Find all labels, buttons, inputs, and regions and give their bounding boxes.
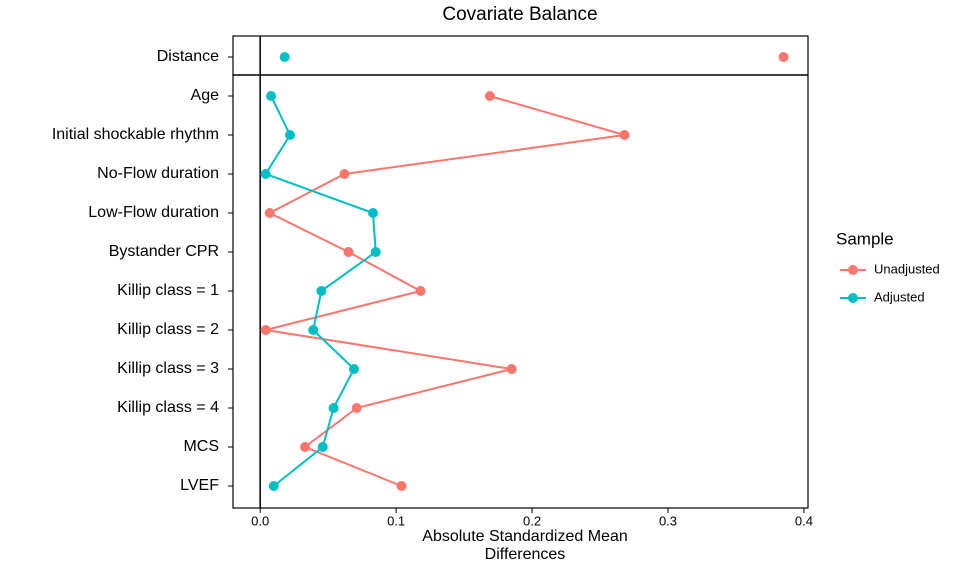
y-tick-label: Killip class = 1: [117, 282, 219, 299]
legend-label: Unadjusted: [874, 261, 940, 276]
point: [317, 442, 328, 452]
legend-marker: [848, 265, 858, 275]
y-tick-label: Killip class = 3: [117, 360, 219, 377]
point: [343, 247, 354, 257]
point: [370, 247, 381, 257]
point: [268, 481, 279, 491]
point: [619, 130, 630, 140]
point: [368, 208, 379, 218]
point: [308, 325, 319, 335]
y-tick-label: Low-Flow duration: [88, 204, 219, 221]
y-tick-label: Age: [191, 87, 220, 104]
legend-marker: [848, 293, 858, 303]
point: [300, 442, 311, 452]
point: [285, 130, 296, 140]
point: [351, 403, 362, 413]
point: [778, 52, 789, 62]
point: [506, 364, 517, 374]
point: [279, 52, 290, 62]
point: [484, 91, 495, 101]
point: [316, 286, 327, 296]
y-tick-label: Killip class = 4: [117, 399, 219, 416]
point: [339, 169, 350, 179]
point: [396, 481, 407, 491]
point: [266, 91, 277, 101]
x-tick-label: 0.1: [387, 513, 405, 528]
panel-border: [232, 35, 809, 509]
y-tick-label: Killip class = 2: [117, 321, 219, 338]
y-tick-label: MCS: [183, 438, 219, 455]
point: [260, 169, 271, 179]
x-tick-label: 0.3: [659, 513, 677, 528]
x-tick-label: 0.4: [795, 513, 813, 528]
legend-title: Sample: [836, 229, 894, 248]
legend-label: Adjusted: [874, 289, 925, 304]
point: [260, 325, 271, 335]
y-tick-label: Initial shockable rhythm: [52, 126, 219, 143]
x-tick-label: 0.0: [251, 513, 269, 528]
y-tick-label: Distance: [157, 48, 219, 65]
y-tick-label: LVEF: [180, 477, 219, 494]
chart-title: Covariate Balance: [442, 4, 597, 25]
y-tick-label: Bystander CPR: [109, 243, 219, 260]
point: [328, 403, 339, 413]
x-axis-label: Absolute Standardized Mean Differences: [422, 528, 628, 563]
y-tick-label: No-Flow duration: [97, 165, 219, 182]
x-tick-label: 0.2: [523, 513, 541, 528]
point: [264, 208, 275, 218]
point: [348, 364, 359, 374]
point: [415, 286, 426, 296]
